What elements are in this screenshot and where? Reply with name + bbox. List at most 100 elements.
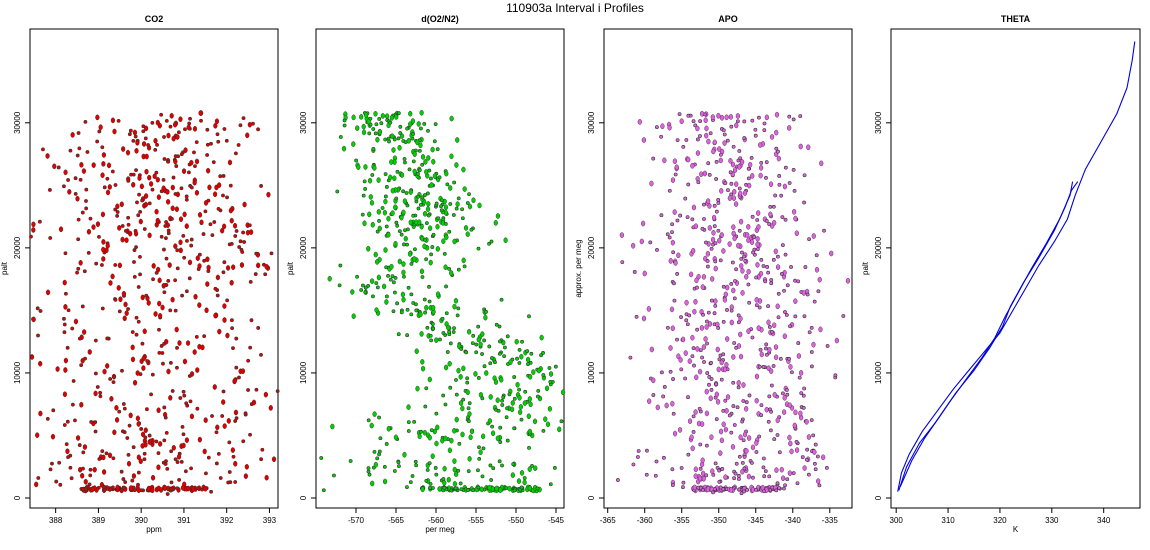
apo-data-point bbox=[783, 483, 787, 488]
co2-data-point bbox=[222, 127, 227, 131]
do2n2-data-point bbox=[530, 463, 534, 468]
co2-data-point bbox=[83, 478, 88, 485]
apo-data-point bbox=[759, 160, 764, 165]
do2n2-data-point bbox=[480, 331, 485, 337]
apo-data-point bbox=[753, 127, 758, 132]
do2n2-data-point bbox=[454, 471, 459, 478]
do2n2-data-point bbox=[382, 464, 387, 469]
apo-data-point bbox=[728, 170, 733, 175]
do2n2-data-point bbox=[435, 223, 440, 230]
co2-data-point bbox=[131, 445, 136, 450]
apo-data-point bbox=[697, 406, 702, 411]
co2-data-point bbox=[114, 405, 119, 411]
apo-data-point bbox=[776, 155, 781, 162]
co2-data-point bbox=[62, 330, 67, 335]
do2n2-data-point bbox=[413, 247, 417, 252]
do2n2-data-point bbox=[469, 227, 474, 232]
co2-data-point bbox=[140, 443, 145, 449]
do2n2-data-point bbox=[433, 122, 438, 127]
co2-plot-frame bbox=[29, 28, 279, 509]
co2-data-point bbox=[147, 232, 152, 239]
apo-data-point bbox=[792, 189, 797, 193]
apo-data-point bbox=[654, 125, 659, 130]
co2-data-point bbox=[144, 125, 149, 132]
do2n2-data-point bbox=[422, 243, 427, 250]
do2n2-data-point bbox=[454, 206, 459, 211]
do2n2-data-point bbox=[517, 348, 522, 352]
do2n2-data-point bbox=[438, 337, 442, 342]
do2n2-data-point bbox=[434, 440, 439, 447]
do2n2-data-point bbox=[452, 458, 457, 464]
co2-data-point bbox=[158, 441, 163, 447]
co2-data-point bbox=[113, 297, 118, 302]
do2n2-data-point bbox=[503, 345, 507, 350]
co2-data-point bbox=[205, 256, 210, 263]
apo-data-point bbox=[704, 132, 709, 139]
co2-data-point bbox=[89, 420, 94, 424]
do2n2-data-point bbox=[372, 449, 377, 454]
apo-data-point bbox=[691, 414, 696, 419]
apo-data-point bbox=[776, 291, 781, 296]
co2-data-point bbox=[193, 164, 197, 168]
apo-data-point bbox=[782, 333, 787, 340]
do2n2-data-point bbox=[474, 350, 479, 355]
do2n2-data-point bbox=[490, 356, 494, 360]
apo-data-point bbox=[789, 448, 794, 455]
apo-data-point bbox=[766, 419, 771, 424]
co2-data-point bbox=[175, 365, 179, 370]
co2-data-point bbox=[136, 319, 141, 324]
co2-data-point bbox=[222, 223, 227, 230]
apo-data-point bbox=[660, 370, 664, 375]
co2-data-point bbox=[66, 308, 71, 313]
apo-data-point bbox=[762, 474, 767, 479]
do2n2-data-point bbox=[447, 266, 452, 271]
co2-data-point bbox=[180, 485, 186, 491]
apo-data-point bbox=[691, 346, 696, 351]
co2-data-point bbox=[122, 315, 127, 322]
apo-data-point bbox=[705, 486, 711, 493]
do2n2-data-point bbox=[431, 326, 435, 331]
do2n2-x-tick-label: -565 bbox=[388, 516, 405, 525]
co2-data-point bbox=[115, 210, 120, 214]
do2n2-data-point bbox=[411, 159, 416, 164]
do2n2-data-point bbox=[403, 228, 407, 233]
do2n2-data-point bbox=[410, 474, 415, 478]
apo-data-point bbox=[708, 395, 713, 402]
do2n2-data-point bbox=[476, 246, 481, 251]
co2-data-point bbox=[115, 484, 120, 491]
apo-data-point bbox=[774, 488, 779, 493]
apo-data-point bbox=[700, 421, 705, 427]
co2-data-point bbox=[101, 469, 107, 475]
do2n2-data-point bbox=[493, 360, 497, 365]
co2-data-point bbox=[120, 224, 125, 228]
apo-data-point bbox=[655, 404, 660, 411]
do2n2-data-point bbox=[424, 479, 429, 483]
co2-data-point bbox=[203, 200, 209, 206]
co2-data-point bbox=[143, 427, 148, 434]
do2n2-data-point bbox=[399, 214, 404, 221]
do2n2-data-point bbox=[482, 364, 487, 369]
apo-data-point bbox=[690, 445, 695, 452]
do2n2-data-point bbox=[434, 472, 439, 477]
apo-data-point bbox=[800, 455, 805, 460]
do2n2-data-point bbox=[401, 269, 406, 276]
apo-data-point bbox=[746, 166, 751, 171]
apo-data-point bbox=[749, 460, 754, 465]
apo-data-point bbox=[690, 354, 695, 359]
theta-profile-line-1 bbox=[897, 41, 1136, 492]
do2n2-data-point bbox=[479, 486, 484, 493]
do2n2-data-point bbox=[363, 187, 368, 191]
apo-data-point bbox=[775, 417, 780, 424]
apo-data-point bbox=[714, 391, 719, 398]
apo-data-point bbox=[737, 487, 742, 492]
do2n2-data-point bbox=[380, 206, 385, 210]
co2-data-point bbox=[221, 270, 226, 275]
co2-data-point bbox=[247, 121, 252, 128]
apo-data-point bbox=[733, 471, 738, 476]
apo-data-point bbox=[670, 467, 675, 472]
co2-data-point bbox=[194, 189, 200, 196]
co2-data-point bbox=[194, 140, 199, 144]
do2n2-data-point bbox=[395, 169, 400, 174]
apo-data-point bbox=[723, 474, 728, 480]
co2-data-point bbox=[174, 206, 179, 212]
